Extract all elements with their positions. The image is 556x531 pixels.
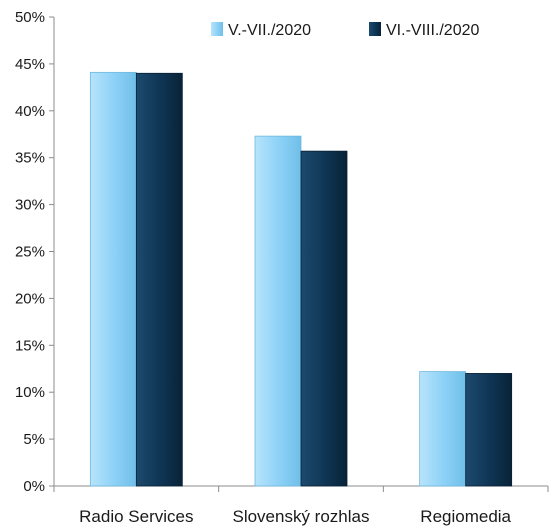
- y-tick-label: 40%: [15, 103, 45, 120]
- bar-1-3: [419, 371, 467, 487]
- x-category-label: Radio Services: [79, 507, 193, 526]
- plot-area: 0% 5% 10% 15% 20% 25% 30% 35% 40% 45% 50% Radio Ser…: [15, 9, 549, 526]
- x-category-label: Slovenský rozhlas: [232, 507, 369, 526]
- y-tick-label: 25%: [15, 244, 45, 261]
- y-tick-label: 50%: [15, 9, 45, 26]
- y-tick-label: 10%: [15, 384, 45, 401]
- bar-1-2: [254, 135, 302, 487]
- legend-label-2: VI.-VIII./2020: [386, 22, 479, 39]
- y-tick-label: 35%: [15, 150, 45, 167]
- bar-2-2: [300, 150, 348, 487]
- bar-1-1: [89, 71, 137, 487]
- y-tick-label: 5%: [23, 431, 45, 448]
- y-tick-label: 30%: [15, 197, 45, 214]
- legend-label-1: V.-VII./2020: [228, 22, 311, 39]
- legend: V.-VII./2020 VI.-VIII./2020: [211, 22, 479, 39]
- legend-swatch-1: [211, 22, 223, 36]
- y-tick-label: 45%: [15, 56, 45, 73]
- bar-2-3: [465, 373, 513, 487]
- x-category-label: Regiomedia: [420, 507, 511, 526]
- y-tick-label: 20%: [15, 290, 45, 307]
- bar-2-1: [135, 72, 183, 487]
- y-tick-label: 0%: [23, 478, 45, 495]
- y-tick-label: 15%: [15, 337, 45, 354]
- legend-swatch-2: [369, 22, 381, 36]
